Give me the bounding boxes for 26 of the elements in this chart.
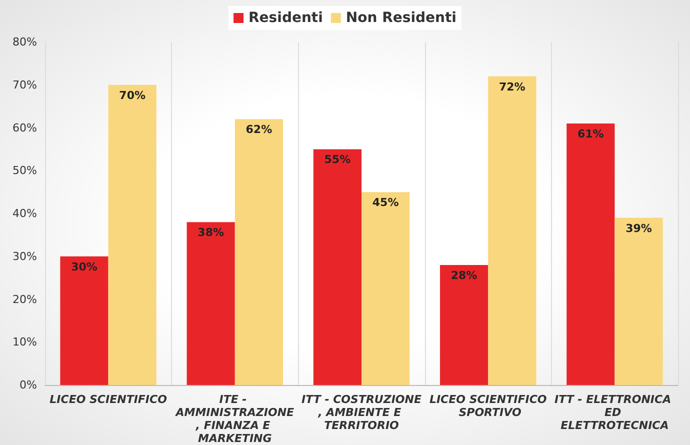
y-tick-label: 20% <box>12 292 37 306</box>
x-tick-label: ITE - AMMINISTRAZIONE, FINANZA E MARKETING <box>174 393 295 445</box>
data-label: 61% <box>577 127 604 140</box>
y-tick-label: 30% <box>12 250 37 263</box>
x-tick-label: ITT - ELETTRONICA ED ELETTROTECNICA <box>554 393 675 432</box>
data-label: 55% <box>324 153 351 166</box>
y-tick-label: 0% <box>20 378 37 392</box>
data-label: 28% <box>450 268 478 282</box>
data-label: 38% <box>198 226 224 240</box>
data-label: 70% <box>119 88 146 102</box>
data-label: 45% <box>372 196 399 210</box>
y-tick-label: 10% <box>12 336 37 349</box>
x-tick-label: LICEO SCIENTIFICO SPORTIVO <box>429 393 547 419</box>
legend-label: Non Residenti <box>346 10 456 26</box>
x-tick-label: LICEO SCIENTIFICO <box>50 393 167 406</box>
y-tick-label: 40% <box>12 207 37 220</box>
y-tick-label: 80% <box>12 36 37 48</box>
y-tick-label: 50% <box>12 164 37 178</box>
data-label: 30% <box>71 260 98 274</box>
y-tick-label: 60% <box>12 121 37 134</box>
y-tick-label: 70% <box>12 78 37 92</box>
data-label: 39% <box>626 222 652 235</box>
x-tick-label: ITT - COSTRUZIONE, AMBIENTE E TERRITORIO <box>302 393 422 432</box>
data-label: 62% <box>246 123 272 136</box>
legend-label: Residenti <box>248 10 323 26</box>
data-label: 72% <box>498 80 526 94</box>
